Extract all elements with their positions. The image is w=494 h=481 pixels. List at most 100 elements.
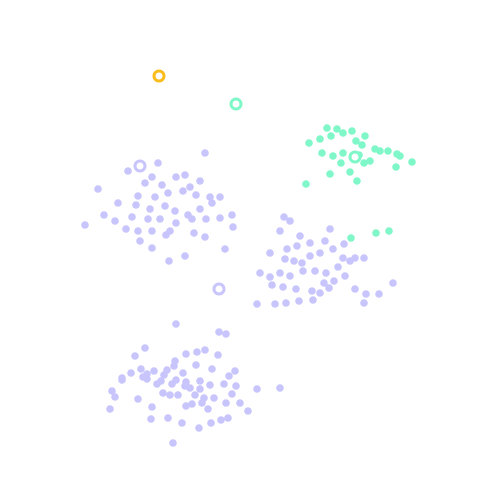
point [360, 254, 368, 262]
point [118, 376, 126, 384]
center-ring [133, 159, 147, 173]
point [286, 272, 294, 280]
point [360, 159, 368, 167]
point [283, 245, 291, 253]
point [192, 361, 200, 369]
point [222, 330, 230, 338]
point [158, 181, 166, 189]
point [325, 284, 333, 292]
point [111, 217, 119, 225]
point [217, 416, 225, 424]
point [305, 139, 313, 147]
point [216, 193, 224, 201]
point [276, 269, 284, 277]
point [320, 279, 328, 287]
point [132, 201, 140, 209]
point [202, 215, 210, 223]
point [228, 211, 236, 219]
point [393, 150, 401, 158]
point [296, 232, 304, 240]
point [279, 283, 287, 291]
point [169, 439, 177, 447]
point [165, 257, 173, 265]
point [200, 394, 208, 402]
point [408, 158, 416, 166]
point [201, 233, 209, 241]
point [207, 419, 215, 427]
point [351, 285, 359, 293]
point [150, 367, 158, 375]
point [148, 173, 156, 181]
point [157, 377, 165, 385]
point [141, 344, 149, 352]
point [360, 299, 368, 307]
point [329, 245, 337, 253]
point [196, 385, 204, 393]
point [231, 367, 239, 375]
point [346, 168, 354, 176]
point [159, 389, 167, 397]
point [181, 171, 189, 179]
point [337, 159, 345, 167]
point [302, 180, 310, 188]
point [179, 187, 187, 195]
point [182, 350, 190, 358]
point [134, 227, 142, 235]
point [321, 237, 329, 245]
point [184, 211, 192, 219]
point [172, 219, 180, 227]
point [178, 419, 186, 427]
point [290, 257, 298, 265]
point [172, 376, 180, 384]
point [326, 170, 334, 178]
point [358, 141, 366, 149]
point [351, 254, 359, 262]
point [161, 202, 169, 210]
point [352, 137, 360, 145]
point [228, 390, 236, 398]
point [306, 252, 314, 260]
point [327, 132, 335, 140]
point [222, 399, 230, 407]
point [171, 357, 179, 365]
point [146, 205, 154, 213]
point [204, 405, 212, 413]
point [292, 285, 300, 293]
point [276, 384, 284, 392]
point [81, 221, 89, 229]
point [114, 199, 122, 207]
point [323, 124, 331, 132]
point [196, 205, 204, 213]
point [195, 424, 203, 432]
point [362, 290, 370, 298]
point [339, 254, 347, 262]
point [286, 217, 294, 225]
point [144, 215, 152, 223]
point [339, 129, 347, 137]
point [216, 214, 224, 222]
point [311, 267, 319, 275]
point [131, 352, 139, 360]
point [141, 179, 149, 187]
point [268, 281, 276, 289]
point [215, 328, 223, 336]
point [371, 145, 379, 153]
point [94, 185, 102, 193]
point [148, 227, 156, 235]
point [244, 407, 252, 415]
point [384, 147, 392, 155]
point [299, 267, 307, 275]
point [253, 385, 261, 393]
point [192, 191, 200, 199]
point [333, 125, 341, 133]
point [143, 370, 151, 378]
point [236, 399, 244, 407]
point [171, 207, 179, 215]
point [224, 414, 232, 422]
center-ring [212, 282, 226, 296]
point [316, 135, 324, 143]
point [221, 245, 229, 253]
point [181, 382, 189, 390]
